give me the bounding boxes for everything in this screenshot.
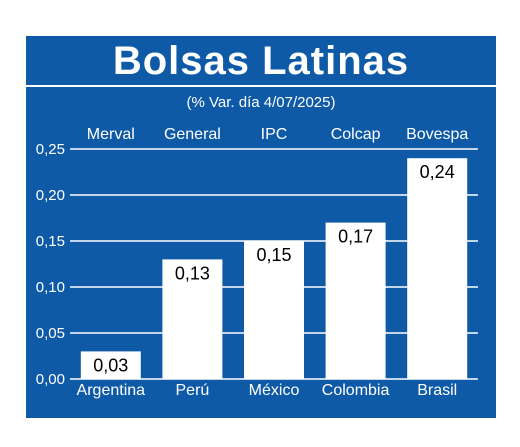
x-tick-label: Colombia (322, 382, 390, 399)
x-tick-label: Argentina (77, 382, 146, 399)
data-label: 0,17 (338, 227, 373, 247)
y-tick-label: 0,25 (36, 141, 65, 158)
x-tick-label: Brasil (417, 382, 457, 399)
y-tick-label: 0,10 (36, 279, 65, 296)
bar (407, 158, 468, 379)
y-tick-label: 0,00 (36, 371, 65, 388)
chart-subtitle: (% Var. día 4/07/2025) (186, 94, 336, 111)
chart-title: Bolsas Latinas (112, 38, 410, 83)
index-label: General (164, 126, 221, 143)
data-label: 0,15 (256, 245, 291, 265)
index-label: Merval (87, 126, 135, 143)
x-tick-label: Perú (176, 382, 210, 399)
bar (325, 222, 386, 379)
title-band: Bolsas Latinas (26, 36, 496, 87)
index-label: Bovespa (406, 126, 468, 143)
bar (244, 241, 304, 379)
y-tick-label: 0,05 (36, 325, 65, 342)
data-label: 0,03 (93, 355, 128, 375)
y-tick-label: 0,20 (36, 187, 65, 204)
x-tick-label: México (249, 382, 300, 399)
index-label: Colcap (331, 126, 381, 143)
data-label: 0,24 (420, 162, 455, 182)
data-label: 0,13 (175, 263, 210, 283)
y-tick-label: 0,15 (36, 233, 65, 250)
bar (80, 351, 141, 379)
index-label: IPC (261, 126, 288, 143)
bar (162, 259, 223, 379)
